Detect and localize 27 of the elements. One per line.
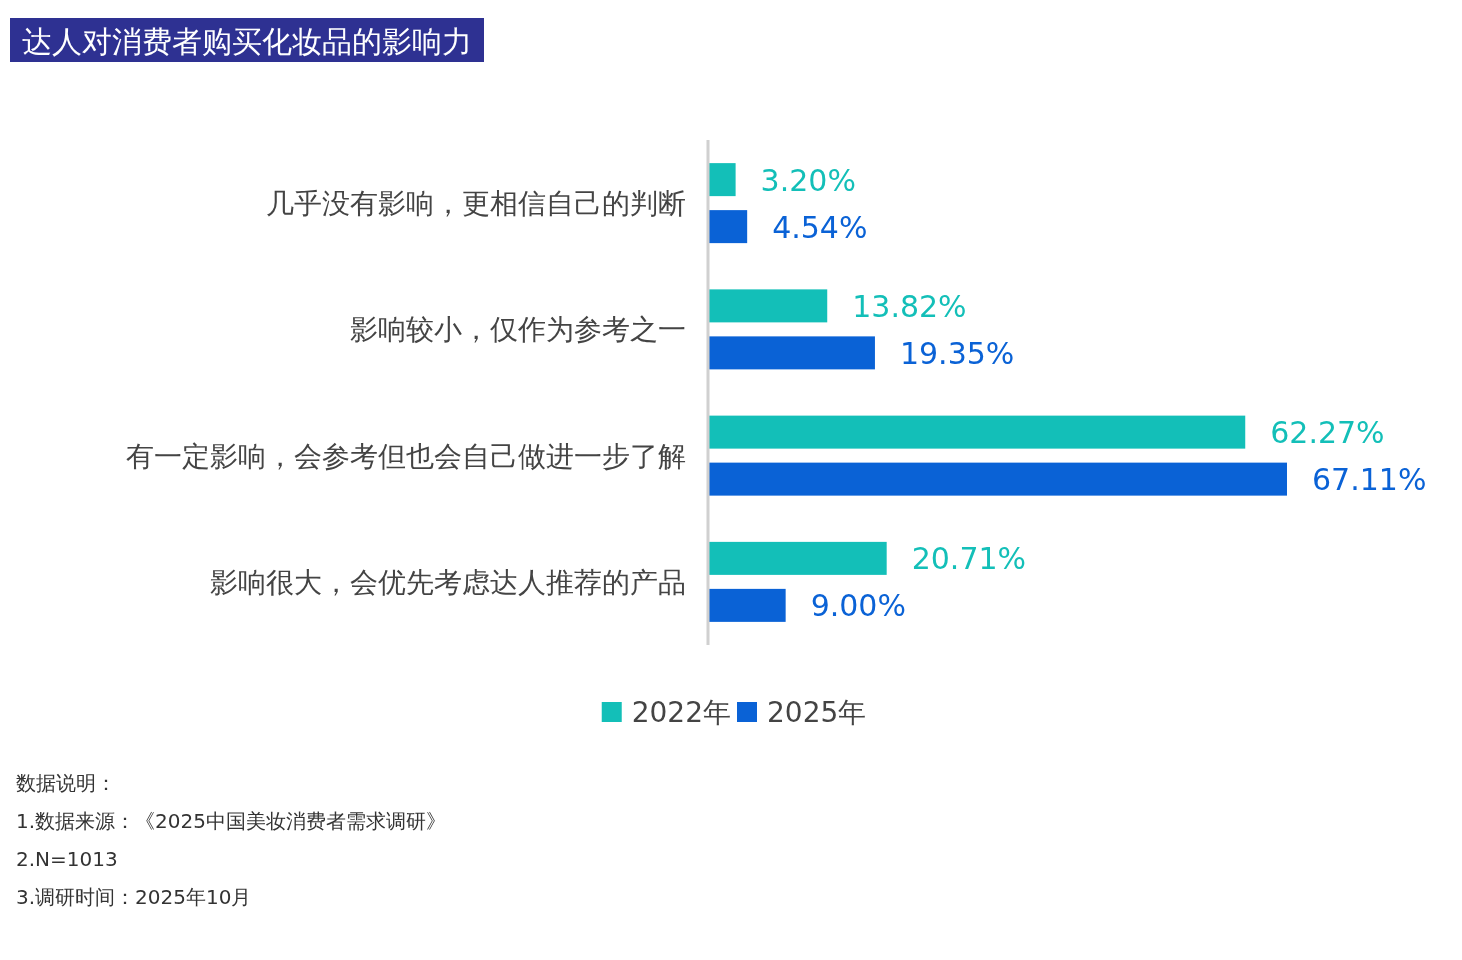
y-tick-label: 有一定影响，会参考但也会自己做进一步了解 [126,439,686,473]
data-label: 67.11% [1312,462,1427,498]
data-label: 20.71% [911,541,1027,577]
data-label: 9.00% [810,588,906,624]
bar [708,415,1246,449]
legend-label: 2025年 [767,696,867,729]
y-tick-label: 影响较小，仅作为参考之一 [350,313,686,347]
bar [708,336,875,370]
bar [708,462,1287,496]
text: 1.数据来源：《2025中国美妆消费者需求调研》 [16,809,446,833]
text: 数据说明： [16,771,116,795]
bar [708,289,828,323]
data-label: 62.27% [1270,415,1385,451]
text: 3.调研时间：2025年10月 [16,885,252,909]
data-label: 4.54% [772,209,868,245]
y-tick-label: 几乎没有影响，更相信自己的判断 [266,187,686,221]
y-tick-label: 影响很大，会优先考虑达人推荐的产品 [210,565,686,599]
bar [708,210,748,244]
data-label: 13.82% [852,288,967,324]
data-label: 19.35% [899,335,1015,371]
title: 达人对消费者购买化妆品的影响力 [10,18,484,62]
bar [708,541,887,575]
bar [708,163,736,197]
data-label: 3.20% [760,162,856,198]
legend-label: 2022年 [631,696,731,729]
text: 2.N=1013 [16,847,118,871]
bar [708,588,786,622]
